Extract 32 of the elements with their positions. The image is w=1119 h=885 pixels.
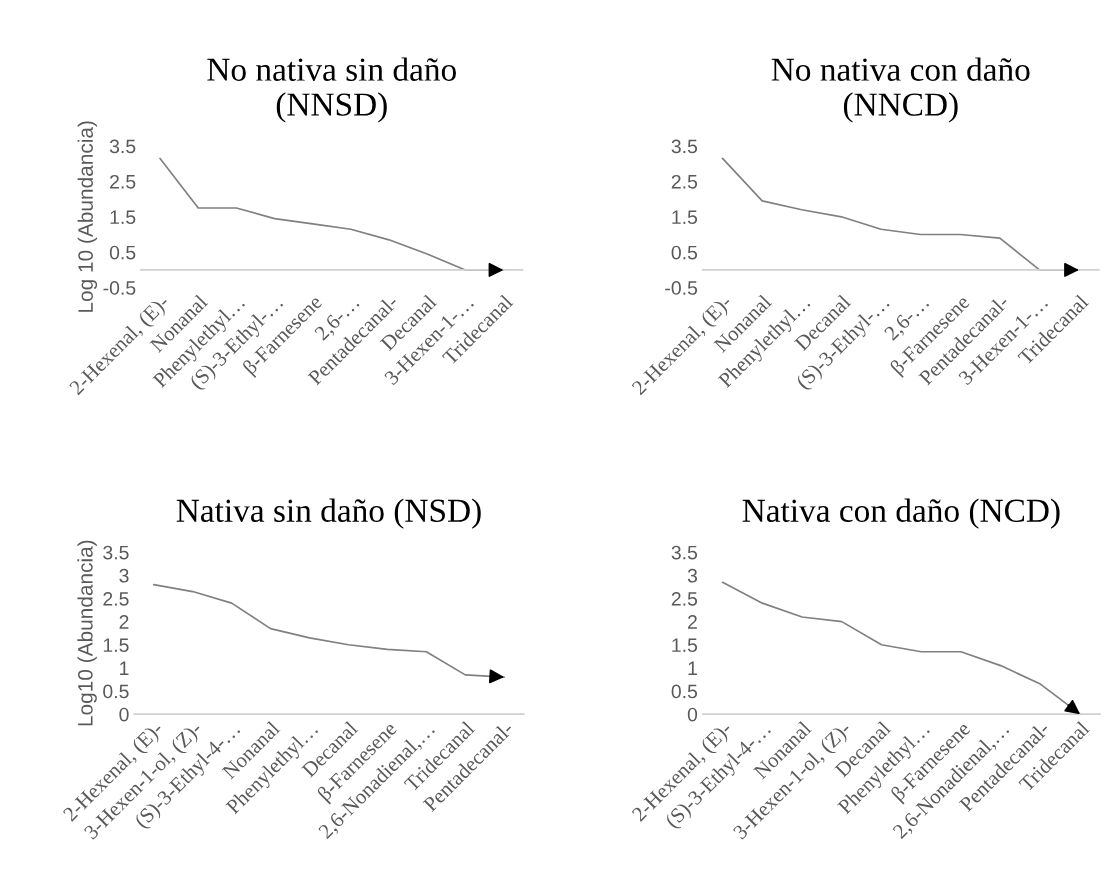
y-tick-label: 1 (120, 661, 129, 675)
y-tick-label: 0.5 (671, 245, 698, 260)
y-tick-label: 2.5 (103, 591, 129, 606)
y-tick-label: 3.5 (671, 139, 698, 154)
chart-title: Nativa con daño (NCD) (742, 498, 1060, 529)
y-tick-label: 2.5 (671, 174, 698, 189)
y-axis-title: Log10 (Abundancia) (77, 540, 97, 726)
y-tick-label: 3.5 (671, 545, 698, 560)
y-tick-label: 0.5 (103, 684, 129, 699)
y-tick-label: 2 (688, 615, 697, 629)
y-tick-label: 1.5 (110, 210, 136, 225)
y-axis-title: Log 10 (Abundancia) (77, 121, 98, 312)
y-tick-label: 2.5 (110, 174, 136, 189)
y-tick-label: 3.5 (103, 545, 129, 560)
y-tick-label: 2.5 (671, 591, 698, 606)
y-tick-label: 1.5 (672, 638, 698, 653)
chart-title: No nativa con daño (NNCD) (771, 57, 1030, 123)
y-tick-label: 0.5 (671, 684, 698, 699)
y-tick-label: 0 (687, 707, 698, 722)
chart-title: No nativa sin daño (NNSD) (207, 57, 456, 123)
y-tick-label: 1.5 (103, 638, 129, 653)
y-tick-label: -0.5 (665, 281, 698, 295)
y-tick-label: 3 (119, 568, 129, 583)
y-tick-label: 1.5 (672, 210, 698, 225)
y-tick-label: 0.5 (109, 245, 136, 260)
y-tick-label: 3.5 (109, 139, 136, 154)
y-tick-label: -0.5 (103, 281, 136, 295)
y-tick-label: 2 (119, 615, 129, 629)
y-tick-label: 3 (687, 568, 698, 583)
chart-title: Nativa sin daño (NSD) (176, 498, 481, 529)
y-tick-label: 0 (119, 707, 129, 722)
y-tick-label: 1 (688, 661, 697, 675)
